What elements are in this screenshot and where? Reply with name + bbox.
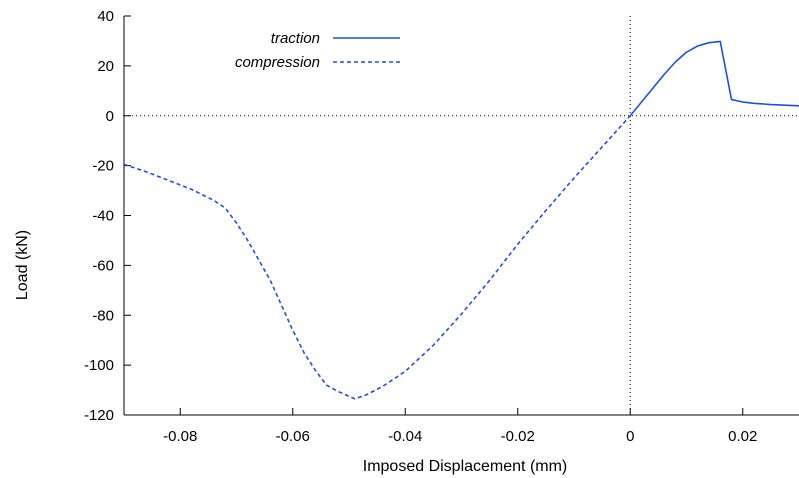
y-tick-label: -100 <box>84 357 114 374</box>
zero-lines <box>124 16 799 415</box>
series-line-compression <box>123 115 631 400</box>
x-tick-label: -0.08 <box>163 428 197 445</box>
x-tick-label: 0 <box>626 428 634 445</box>
series-line-traction <box>629 40 799 117</box>
legend-label-compression: compression <box>235 54 320 71</box>
y-tick-label: -80 <box>92 307 114 324</box>
y-tick-label: -40 <box>92 208 114 225</box>
legend: traction compression <box>235 30 400 71</box>
y-tick-label: -60 <box>92 257 114 274</box>
ticks: 40 20 0 -20 -40 -60 -80 -100 -120 -0.08 -0.06 -0.04… <box>84 8 757 445</box>
y-tick-label: 40 <box>97 8 114 25</box>
x-tick-label: -0.06 <box>276 428 310 445</box>
y-tick-label: 20 <box>97 58 114 75</box>
legend-label-traction: traction <box>271 30 320 47</box>
y-axis-label: Load (kN) <box>14 230 31 300</box>
x-tick-label: -0.04 <box>388 428 422 445</box>
x-tick-label: 0.02 <box>728 428 757 445</box>
y-tick-label: -20 <box>92 158 114 175</box>
y-tick-label: -120 <box>84 407 114 424</box>
x-axis-label: Imposed Displacement (mm) <box>363 458 568 475</box>
axes <box>123 16 799 416</box>
x-tick-label: -0.02 <box>501 428 535 445</box>
y-tick-label: 0 <box>106 108 114 125</box>
series <box>123 40 799 400</box>
